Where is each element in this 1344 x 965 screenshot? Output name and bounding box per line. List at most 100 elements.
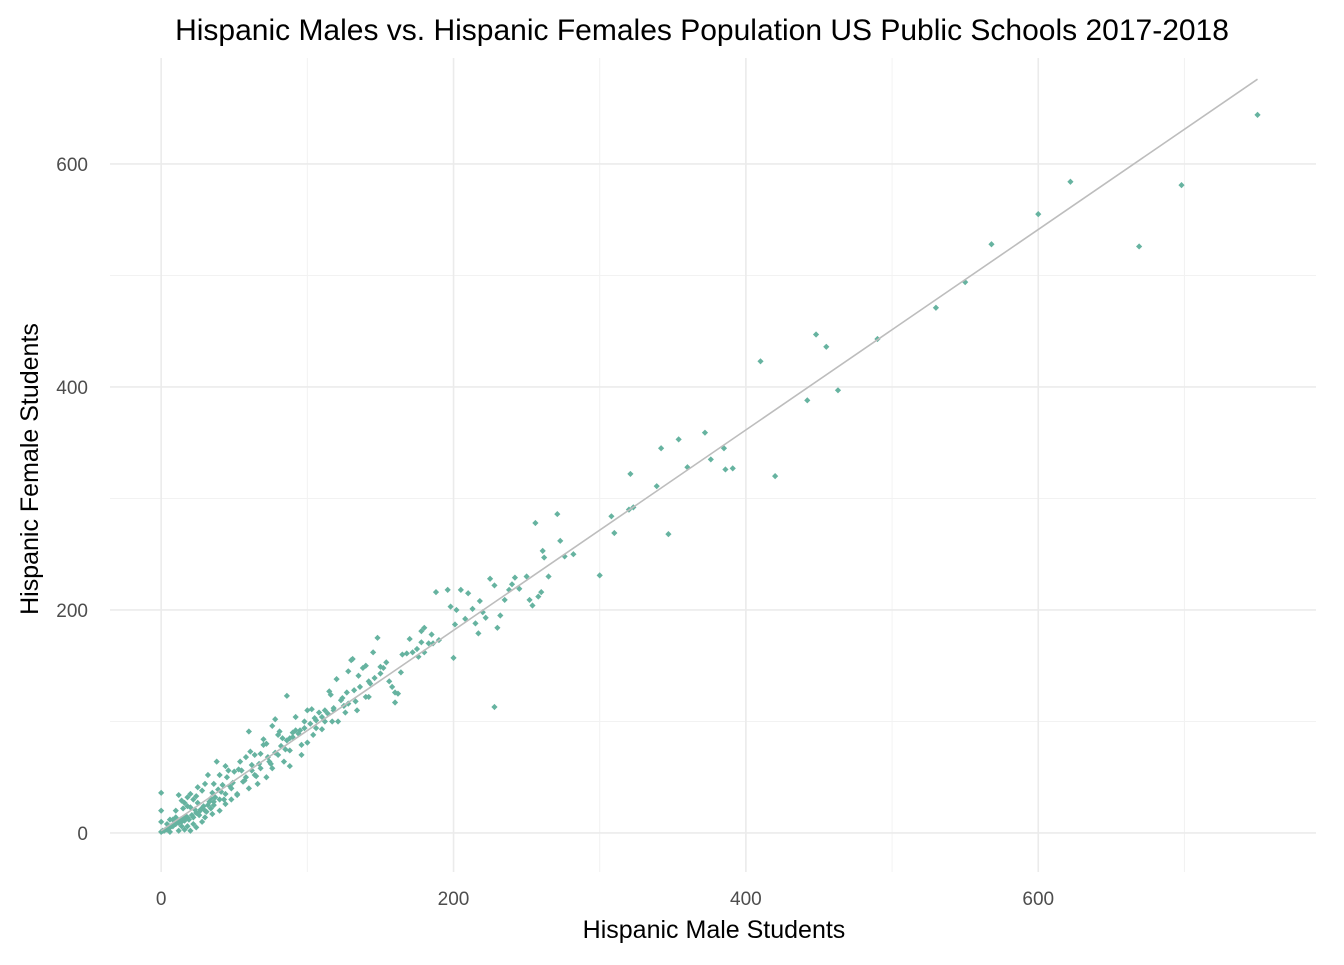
data-point: [465, 590, 472, 597]
data-point: [242, 754, 250, 761]
data-point: [313, 717, 320, 724]
data-point: [210, 780, 217, 788]
data-point: [292, 713, 299, 721]
data-point: [352, 698, 359, 705]
data-point: [327, 691, 334, 698]
data-point: [932, 304, 940, 311]
trend-line-layer: [160, 78, 1258, 832]
data-point: [266, 758, 273, 765]
data-point: [308, 706, 315, 713]
data-point: [720, 445, 728, 452]
data-point: [215, 786, 222, 793]
data-point: [469, 605, 476, 612]
data-point: [988, 241, 995, 248]
data-point: [523, 573, 530, 580]
data-point: [198, 787, 206, 794]
data-point: [342, 709, 349, 716]
data-point: [479, 609, 486, 616]
data-point: [237, 758, 244, 765]
data-point: [329, 718, 336, 725]
data-point: [1136, 243, 1143, 250]
data-point: [213, 758, 220, 765]
data-point: [701, 429, 709, 436]
data-point: [175, 791, 182, 799]
y-tick-label: 0: [77, 824, 88, 845]
y-tick-label: 200: [56, 601, 88, 622]
data-point: [239, 778, 247, 785]
data-point: [201, 814, 209, 821]
data-point: [371, 674, 378, 682]
data-point: [275, 751, 282, 759]
data-point: [307, 720, 314, 727]
data-point: [596, 572, 603, 579]
data-point: [403, 650, 410, 657]
data-point: [450, 654, 457, 662]
data-point: [444, 586, 451, 593]
data-point: [397, 669, 405, 676]
data-point: [313, 725, 320, 732]
data-point: [823, 343, 830, 350]
data-point: [453, 606, 460, 614]
data-point: [707, 456, 714, 463]
data-point: [345, 668, 352, 675]
data-point: [804, 397, 811, 404]
data-point: [286, 747, 293, 754]
data-point: [193, 824, 200, 831]
data-point: [198, 818, 206, 825]
data-point: [201, 780, 209, 788]
data-point: [529, 602, 536, 609]
grid-layer: [110, 58, 1316, 872]
data-point: [231, 768, 238, 775]
data-point: [425, 640, 432, 647]
data-point: [283, 737, 290, 744]
data-point: [181, 826, 188, 833]
data-point: [301, 725, 308, 732]
data-point: [757, 358, 764, 365]
data-point: [627, 470, 634, 478]
data-point: [181, 799, 188, 806]
data-point: [374, 634, 381, 641]
data-point: [389, 683, 396, 690]
data-point: [545, 573, 552, 580]
data-point: [260, 741, 267, 748]
data-point: [377, 663, 384, 670]
data-point: [286, 762, 293, 770]
data-point: [310, 731, 317, 738]
data-point: [210, 801, 217, 809]
data-point: [447, 603, 454, 610]
chart-title: Hispanic Males vs. Hispanic Females Popu…: [175, 14, 1229, 47]
data-point: [665, 531, 672, 538]
data-point: [235, 766, 242, 773]
data-point: [196, 812, 203, 819]
point-layer: [158, 111, 1261, 835]
data-point: [321, 707, 328, 714]
data-point: [418, 639, 425, 646]
data-point: [486, 575, 494, 582]
data-point: [365, 678, 372, 685]
data-point: [222, 762, 229, 770]
data-point: [451, 621, 459, 628]
data-point: [175, 827, 182, 834]
data-point: [476, 597, 483, 605]
data-point: [225, 767, 232, 774]
data-point: [684, 464, 691, 471]
data-point: [251, 771, 258, 779]
data-point: [222, 800, 229, 808]
data-point: [413, 645, 421, 653]
data-point: [257, 765, 264, 772]
data-point: [409, 649, 416, 656]
data-point: [362, 662, 369, 669]
data-point: [399, 651, 406, 658]
data-point: [497, 612, 504, 619]
data-point: [394, 690, 402, 697]
data-point: [289, 729, 296, 736]
data-point: [355, 672, 362, 679]
y-tick-label: 600: [56, 155, 88, 176]
data-point: [219, 781, 226, 789]
data-point: [275, 731, 282, 738]
data-point: [611, 529, 618, 537]
data-point: [1178, 182, 1185, 189]
y-tick-label: 400: [56, 378, 88, 399]
x-axis-label: Hispanic Male Students: [583, 916, 846, 944]
